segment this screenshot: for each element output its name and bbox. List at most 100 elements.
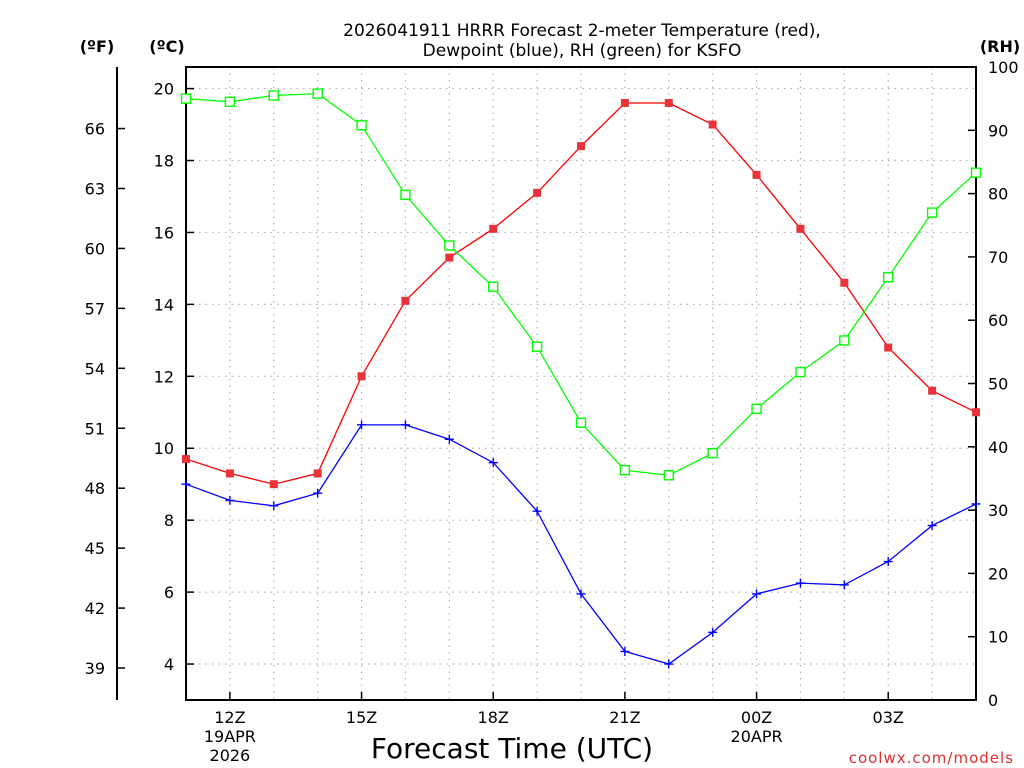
dewpoint-point [313,488,323,498]
temperature-point [928,386,937,395]
dewpoint-point [752,589,762,599]
x-axis-label: Forecast Time (UTC) [371,732,653,765]
rh-point [883,271,894,283]
temperature-point [577,142,585,151]
c-tick-label: 20 [154,80,174,99]
rh-unit-label: (RH) [980,37,1020,56]
temperature-point [708,120,717,129]
dewpoint-point [400,420,410,430]
rh-point [312,88,323,99]
temperature-point [445,253,454,262]
f-tick-label: 45 [85,539,105,558]
celsius-unit-label: (ºC) [149,37,184,56]
rh-tick-label: 20 [988,564,1008,583]
c-tick-label: 4 [164,655,174,674]
rh-point [268,90,279,101]
temperature-point [357,372,366,381]
dewpoint-point [269,501,279,511]
dewpoint-point [795,578,805,588]
rh-point [751,403,762,415]
dewpoint-point [357,420,367,430]
temperature-point [620,98,629,107]
x-tick-date-label: 20APR [731,727,783,746]
rh-point [970,167,982,178]
temperature-point [664,98,673,107]
rh-point [575,417,587,428]
dewpoint-point [971,499,981,509]
plot-frame [185,66,977,701]
tick-labels: 4 6 8 10 12 14 16 18 20 39 42 45 48 51 54 57 60 63 66 0 10 20… [85,58,1019,765]
temperature-point [972,408,980,417]
rh-point [795,366,806,378]
rh-point [531,341,543,352]
temperature-point [840,278,849,287]
dewpoint-point [181,479,191,489]
data-series [180,88,982,669]
temperature-point [225,469,234,478]
rh-point [839,335,850,346]
rh-tick-label: 0 [988,691,998,710]
rh-tick-label: 70 [988,248,1008,267]
temperature-point [269,480,278,489]
dewpoint-point [883,557,893,567]
x-tick-date-label: 19APR [204,727,256,746]
c-tick-label: 10 [154,439,174,458]
f-tick-label: 48 [85,479,105,498]
f-tick-label: 57 [85,299,105,318]
f-tick-label: 66 [85,120,105,139]
f-tick-label: 63 [85,179,105,198]
x-tick-label: 18Z [478,708,509,727]
f-tick-label: 51 [85,419,105,438]
dewpoint-point [927,521,937,531]
x-tick-label: 15Z [346,708,377,727]
credit-text: coolwx.com/models [849,749,1014,767]
temperature-point [884,343,893,352]
series-rh [180,88,982,481]
dewpoint-point [488,458,498,468]
c-tick-label: 18 [154,152,174,171]
rh-point [444,240,455,251]
temperature-point [313,469,322,478]
rh-tick-label: 60 [988,311,1008,330]
chart-title: 2026041911 HRRR Forecast 2-meter Tempera… [343,21,821,61]
series-dewpoint [181,420,981,669]
temperature-point [796,224,805,233]
rh-tick-label: 100 [988,58,1019,77]
rh-tick-label: 30 [988,501,1008,520]
x-tick-year-label: 2026 [210,746,251,765]
temperature-point [182,455,190,464]
temperature-point [533,188,542,197]
f-tick-label: 42 [85,599,105,618]
fahrenheit-unit-label: (ºF) [80,37,115,56]
rh-point [663,470,674,481]
grid-lines [186,67,976,700]
title-line-1: 2026041911 HRRR Forecast 2-meter Tempera… [343,21,821,41]
rh-point [400,189,411,201]
dewpoint-point [444,434,454,444]
rh-point [488,281,499,292]
c-tick-label: 12 [154,367,174,386]
temperature-point [752,170,761,179]
c-tick-label: 6 [164,583,174,602]
dewpoint-point [664,659,674,669]
rh-tick-label: 80 [988,185,1008,204]
dewpoint-point [708,627,718,637]
temperature-point [401,296,410,305]
series-temperature [182,98,980,489]
dewpoint-point [532,506,542,516]
title-line-2: Dewpoint (blue), RH (green) for KSFO [423,41,742,61]
dewpoint-point [576,589,586,599]
rh-point [707,447,718,459]
x-tick-label: 03Z [873,708,904,727]
c-tick-label: 14 [154,295,174,314]
dewpoint-point [620,646,630,656]
axes [116,66,977,701]
dewpoint-point [839,580,849,590]
c-tick-label: 8 [164,511,174,530]
rh-point [224,96,236,108]
rh-point [356,120,367,131]
f-tick-label: 60 [85,239,105,258]
f-tick-label: 39 [85,659,105,678]
dewpoint-line [185,424,977,665]
